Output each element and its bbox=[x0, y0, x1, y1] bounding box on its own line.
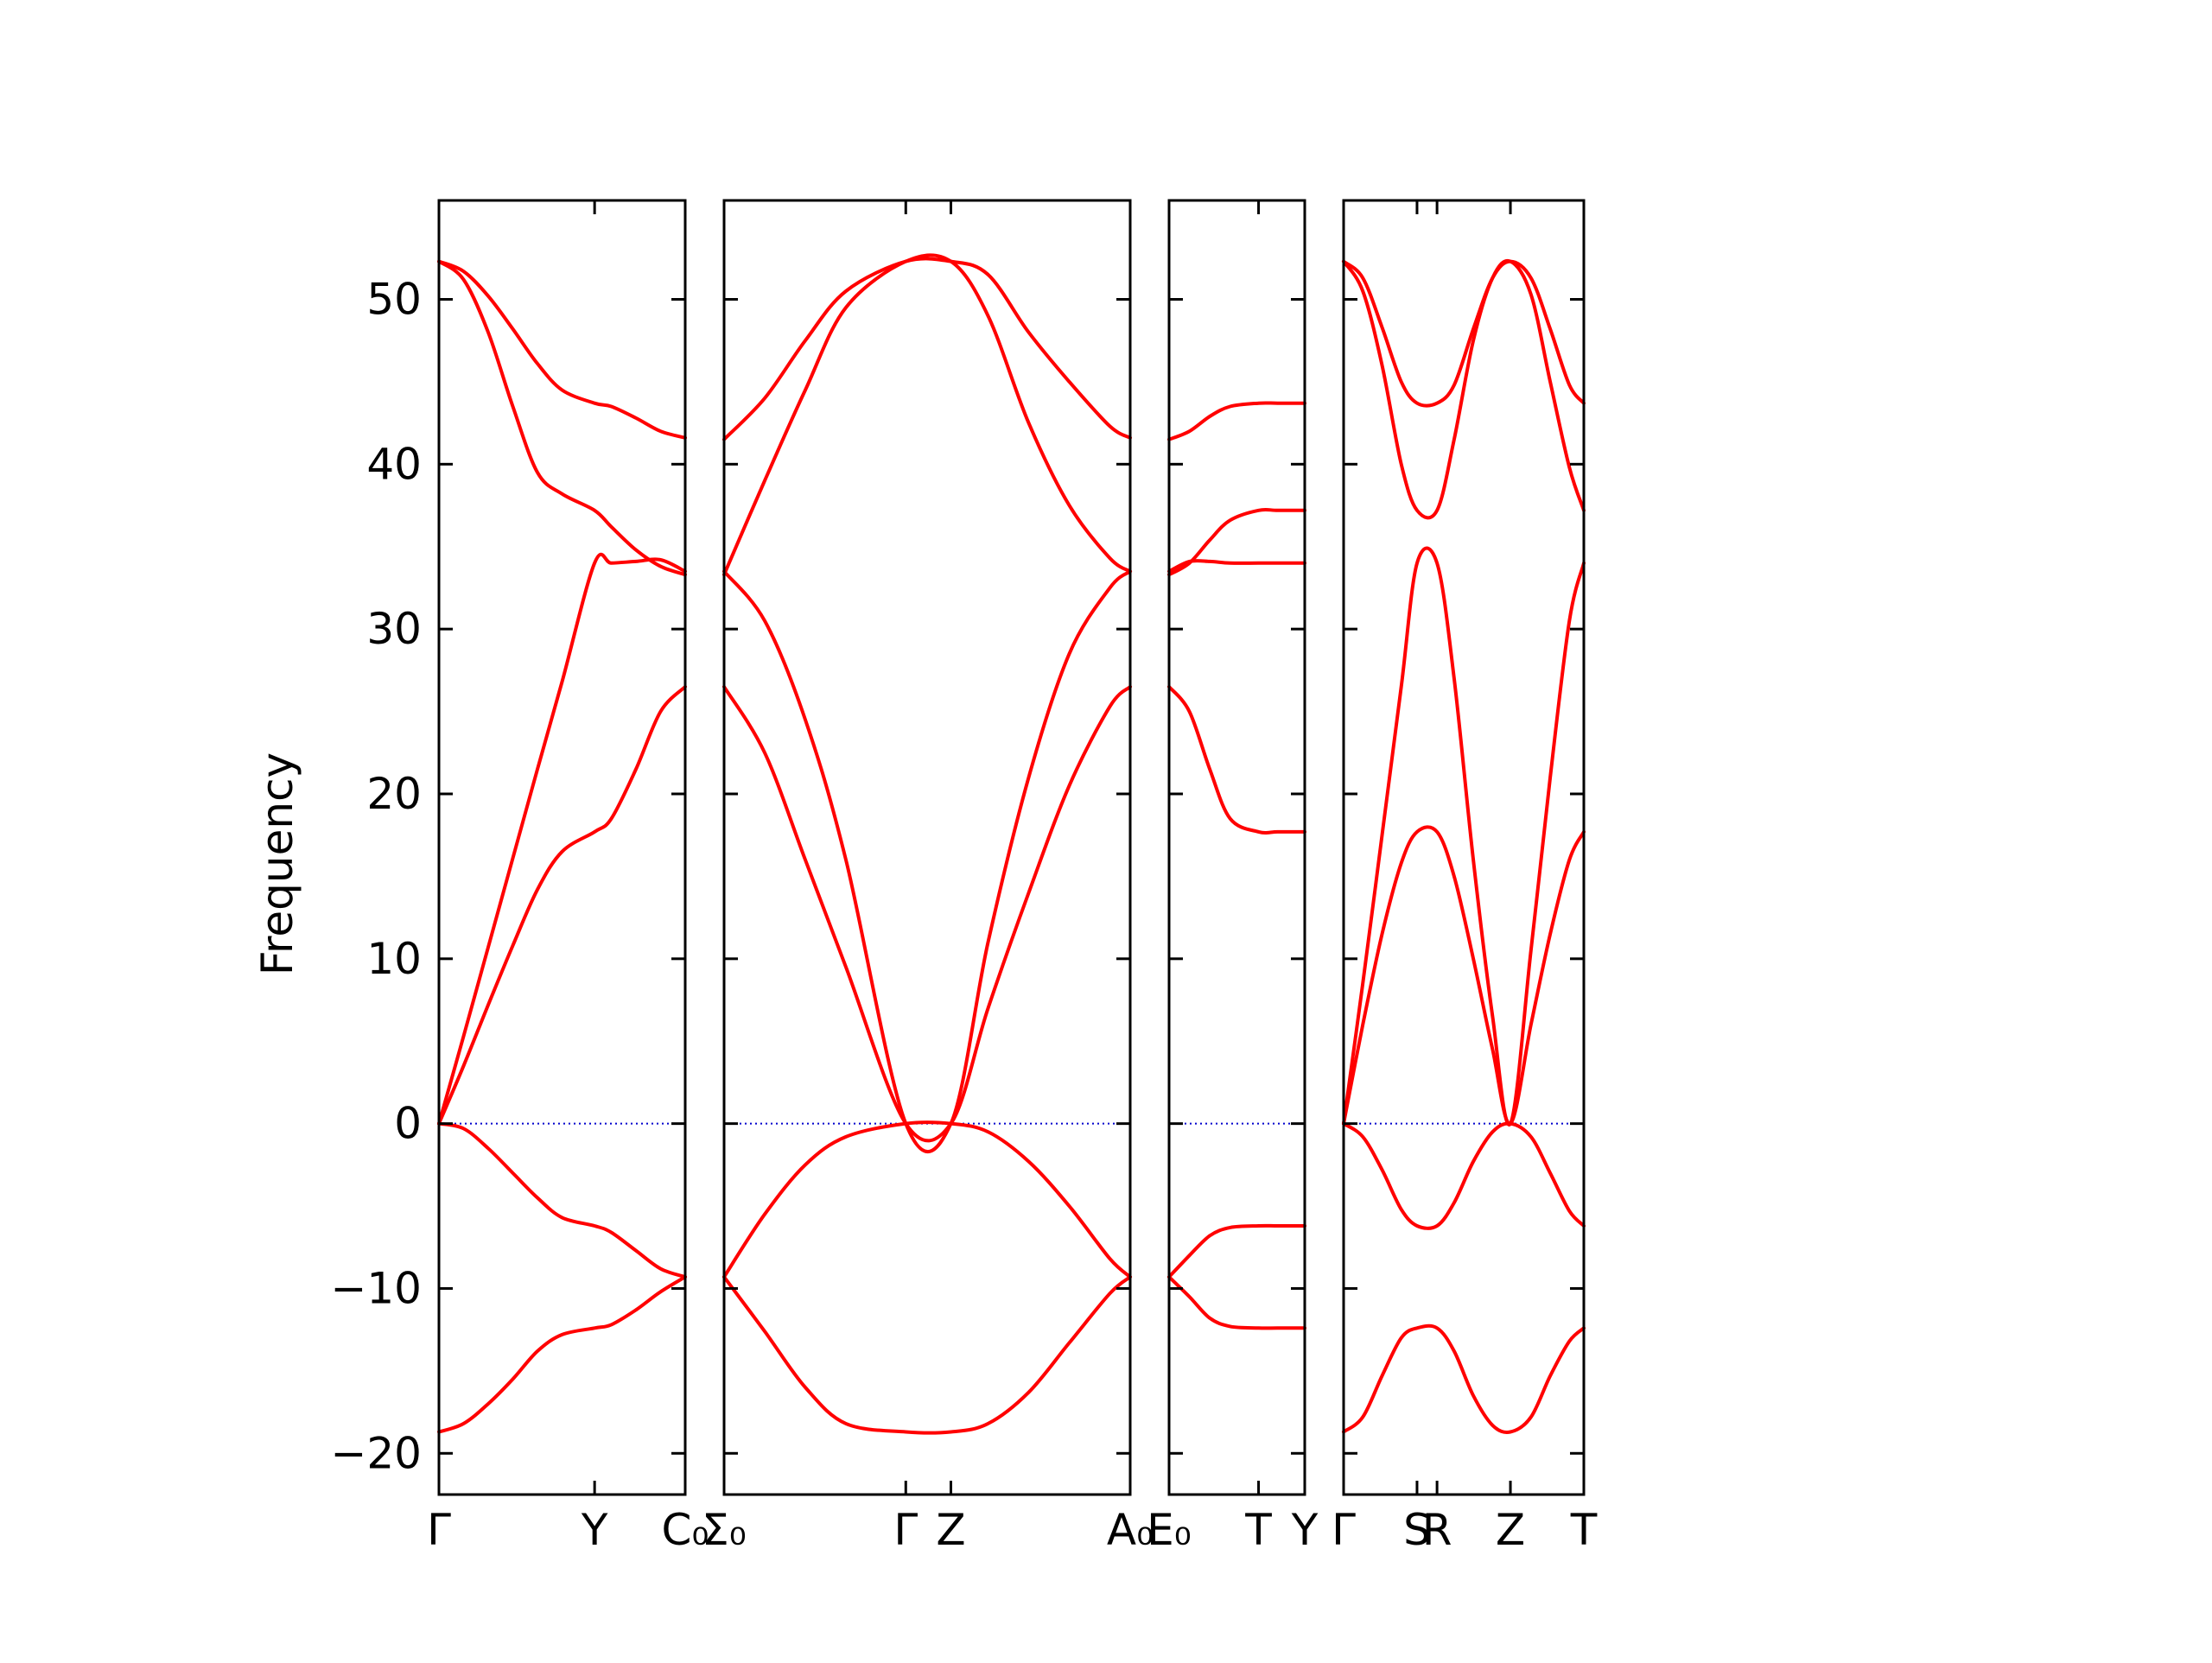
band-line-6 bbox=[1167, 1275, 1306, 1330]
y-tick-label: 50 bbox=[366, 274, 422, 324]
x-tick-label: Y bbox=[1291, 1505, 1319, 1555]
y-tick-label: 0 bbox=[394, 1099, 422, 1149]
band-line-6 bbox=[722, 1275, 1132, 1435]
x-tick-label: Σ₀ bbox=[702, 1505, 747, 1555]
x-tick-label: T bbox=[1570, 1505, 1598, 1555]
band-line-2 bbox=[1342, 258, 1586, 520]
x-tick-label: E₀ bbox=[1147, 1505, 1192, 1555]
y-tick-label: 40 bbox=[366, 439, 422, 489]
band-line-4 bbox=[722, 684, 1132, 1143]
band-line-4 bbox=[1167, 684, 1306, 835]
band-line-4 bbox=[437, 684, 687, 1126]
x-tick-label: T bbox=[1244, 1505, 1272, 1555]
band-line-2 bbox=[437, 259, 687, 440]
y-axis-label: Frequency bbox=[252, 752, 302, 975]
panel-frame bbox=[722, 199, 1132, 1496]
panel-4: Γ SR Z T bbox=[1332, 199, 1598, 1555]
panel-frame bbox=[437, 199, 687, 1496]
band-line-5 bbox=[437, 1121, 687, 1279]
band-line-1 bbox=[722, 257, 1132, 441]
x-tick-label: A₀ bbox=[1107, 1505, 1154, 1555]
panel-2: Σ₀ Γ Z A₀ bbox=[702, 199, 1154, 1555]
band-line-3 bbox=[437, 552, 687, 1126]
band-line-5 bbox=[1342, 1121, 1586, 1230]
y-tick-label: 30 bbox=[366, 604, 422, 654]
y-tick-label: −20 bbox=[330, 1428, 422, 1478]
panel-frame bbox=[1167, 199, 1306, 1496]
band-line-5 bbox=[1167, 1223, 1306, 1279]
band-line-3 bbox=[1342, 546, 1586, 1127]
band-line-6 bbox=[437, 1275, 687, 1434]
band-line-2 bbox=[722, 253, 1132, 577]
panel-3: E₀ T Y bbox=[1147, 199, 1319, 1555]
band-line-1 bbox=[1342, 259, 1586, 408]
panel-1: Γ Y C₀ −20 −10 0 10 20 30 40 50 bbox=[330, 199, 709, 1555]
band-line-3 bbox=[1167, 558, 1306, 574]
y-tick-label: 10 bbox=[366, 934, 422, 984]
band-line-5 bbox=[722, 1120, 1132, 1279]
y-tick-label: −10 bbox=[330, 1263, 422, 1313]
band-line-3 bbox=[722, 569, 1132, 1154]
panel-frame bbox=[1342, 199, 1586, 1496]
x-tick-label: S bbox=[1403, 1505, 1431, 1555]
x-tick-label: Γ bbox=[893, 1505, 918, 1555]
x-tick-label: Γ bbox=[427, 1505, 451, 1555]
band-line-1 bbox=[1167, 401, 1306, 441]
x-tick-label: Z bbox=[936, 1505, 965, 1555]
x-tick-label: Γ bbox=[1332, 1505, 1356, 1555]
band-line-4 bbox=[1342, 825, 1586, 1126]
band-line-1 bbox=[437, 259, 687, 577]
x-tick-label: Y bbox=[581, 1505, 608, 1555]
band-line-6 bbox=[1342, 1323, 1586, 1434]
x-tick-label: Z bbox=[1496, 1505, 1525, 1555]
y-tick-label: 20 bbox=[366, 769, 422, 819]
x-tick-label: R bbox=[1422, 1505, 1452, 1555]
x-tick-label: C₀ bbox=[662, 1505, 709, 1555]
